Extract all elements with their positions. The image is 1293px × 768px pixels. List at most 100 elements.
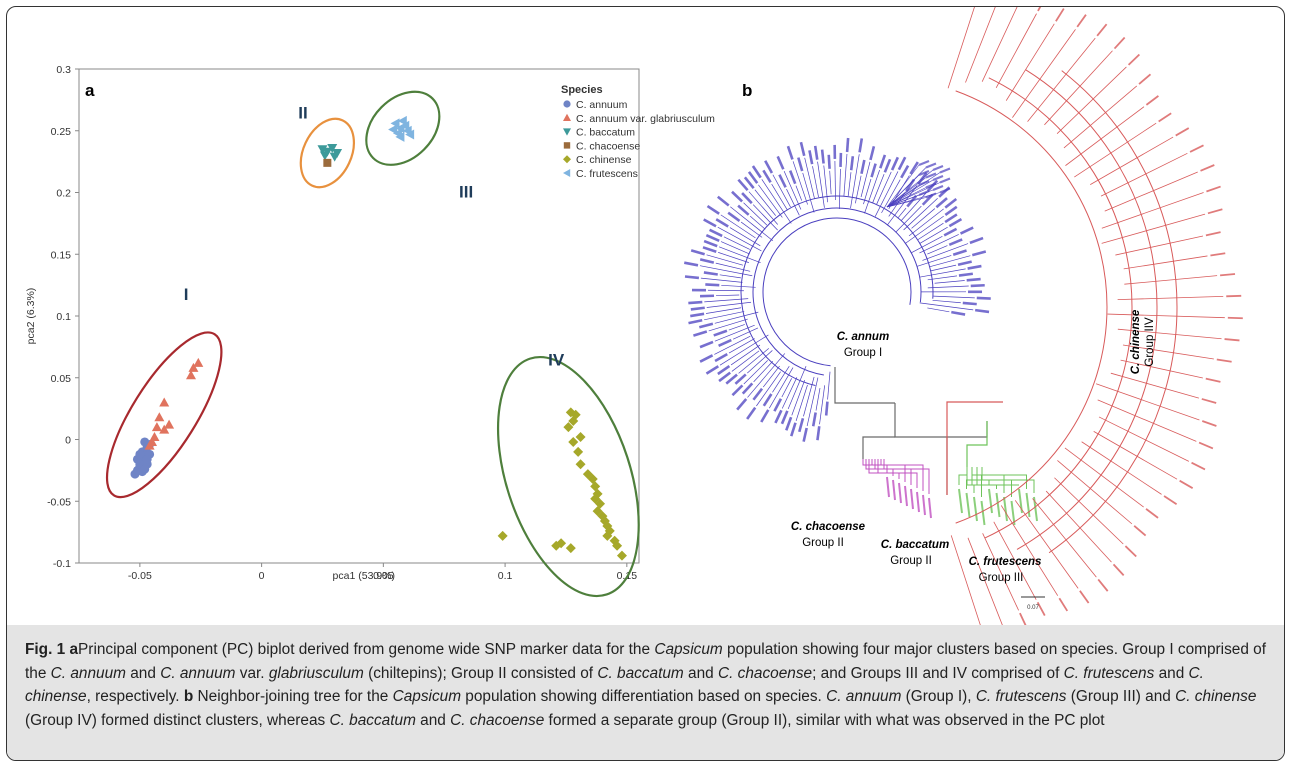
scale-bar-label: 0.07 bbox=[1027, 605, 1039, 611]
tree-branch bbox=[966, 421, 988, 467]
tree-tip-label bbox=[1179, 479, 1194, 489]
tree-branch bbox=[927, 285, 969, 289]
tree-branch bbox=[720, 241, 750, 255]
tree-tip-label bbox=[858, 138, 864, 153]
tree-branch bbox=[795, 185, 803, 201]
tree-arc bbox=[1016, 69, 1158, 550]
tree-tip-label bbox=[1207, 208, 1223, 215]
tree-tip-label bbox=[952, 249, 967, 257]
tree-tip-label bbox=[870, 163, 877, 178]
caption-a-letter: a bbox=[69, 641, 79, 658]
point-triangle-up bbox=[144, 440, 155, 450]
tree-tip-label bbox=[1206, 185, 1221, 193]
tree-branch bbox=[881, 179, 901, 214]
tree-tip-label bbox=[939, 167, 951, 174]
x-axis: -0.05 0 0.05 0.1 0.15 bbox=[128, 563, 637, 582]
tree-branch bbox=[834, 160, 836, 200]
annum-group-label: Group I bbox=[844, 347, 882, 359]
cluster-ellipse-IV bbox=[496, 355, 640, 598]
y-tick-label: 0.3 bbox=[56, 64, 71, 76]
tree-branch bbox=[723, 236, 750, 250]
tree-tip-label bbox=[1201, 420, 1217, 427]
chacoense-species-label: C. chacoense bbox=[791, 521, 866, 533]
tree-tip-label bbox=[1003, 496, 1008, 522]
caption-text: and bbox=[683, 664, 718, 682]
tree-branch bbox=[803, 376, 815, 417]
caption-text: Principal component (PC) biplot derived … bbox=[78, 641, 655, 658]
point-diamond bbox=[563, 422, 574, 433]
caption-italic: C. chinense bbox=[25, 664, 1204, 706]
tree-branch bbox=[927, 307, 950, 313]
tree-tip-label bbox=[1076, 14, 1087, 28]
tree-branch bbox=[911, 236, 943, 254]
tree-tip-label bbox=[715, 218, 729, 228]
tree-tip-label bbox=[752, 387, 764, 401]
annum-species-label: C. annum bbox=[837, 331, 889, 343]
y-axis-label: pca2 (6.3%) bbox=[25, 288, 37, 345]
tree-branch bbox=[827, 371, 831, 400]
tree-tip-label bbox=[1138, 73, 1152, 85]
tree-tip-label bbox=[705, 234, 720, 243]
tree-branch bbox=[704, 311, 745, 321]
baccatum-group-label: Group II bbox=[890, 555, 932, 567]
panel-a-letter: a bbox=[85, 81, 95, 100]
point-triangle-up bbox=[164, 419, 175, 429]
tree-branch bbox=[1122, 344, 1214, 360]
cluster-ellipse-II bbox=[299, 117, 355, 189]
tree-tip-label bbox=[693, 330, 708, 337]
tree-branch bbox=[1098, 416, 1190, 462]
tree-branch bbox=[1097, 399, 1197, 442]
legend-marker bbox=[563, 128, 571, 136]
tree-tip-label bbox=[1097, 578, 1109, 592]
tree-tip-label bbox=[897, 156, 907, 171]
tree-tip-label bbox=[743, 176, 755, 190]
tree-tip-label bbox=[808, 150, 814, 165]
caption-italic: C. chinense bbox=[1175, 688, 1257, 705]
tree-branch bbox=[1101, 192, 1204, 229]
tree-tip-label bbox=[925, 172, 937, 179]
point-triangle-up bbox=[188, 362, 199, 372]
point-diamond bbox=[602, 530, 613, 541]
tree-branch bbox=[917, 255, 952, 267]
tree-tip-label bbox=[688, 300, 703, 305]
tree-tip-label bbox=[1205, 377, 1221, 383]
tree-branch bbox=[919, 226, 948, 244]
tree-branch bbox=[1110, 372, 1199, 399]
tree-branch bbox=[930, 264, 957, 272]
tree-branch bbox=[993, 521, 1037, 600]
tree-tip-label bbox=[1037, 7, 1042, 12]
tree-branch bbox=[966, 467, 990, 485]
point-diamond bbox=[573, 446, 584, 457]
caption-b-letter: b bbox=[183, 688, 194, 705]
tree-tip-label bbox=[820, 149, 825, 164]
tree-tip-label bbox=[909, 161, 919, 175]
tree-branch bbox=[749, 215, 766, 230]
tree-arc bbox=[740, 195, 934, 387]
tree-branch bbox=[747, 353, 786, 398]
tree-tip-label bbox=[799, 141, 806, 157]
tree-tip-label bbox=[731, 190, 744, 203]
caption-text: and bbox=[1154, 664, 1189, 682]
tree-branch bbox=[847, 172, 852, 197]
caption-italic: C. frutescens bbox=[1063, 664, 1155, 682]
legend: Species C. annuum C. annuum var. glabrius… bbox=[561, 84, 715, 180]
tree-branch bbox=[761, 179, 792, 224]
point-diamond bbox=[568, 436, 579, 447]
tree-tip-label bbox=[718, 371, 732, 383]
tree-branch bbox=[806, 377, 819, 427]
tree-tip-label bbox=[725, 373, 738, 385]
panel-b-nj-tree: b C. annum Group I C. chinense Group IIV… bbox=[684, 7, 1243, 655]
point-diamond bbox=[575, 459, 586, 470]
tree-tip-label bbox=[734, 373, 747, 385]
tree-branch bbox=[728, 338, 755, 354]
tree-branch bbox=[934, 280, 965, 284]
tree-tip-label bbox=[714, 352, 728, 363]
tree-branch bbox=[1044, 50, 1113, 126]
tree-tip-label bbox=[736, 398, 748, 411]
panel-a-pca-biplot: a -0.1 -0.05 0 0.05 0.1 0.15 0.2 0.25 0.3 -0.05 0… bbox=[25, 64, 715, 598]
tree-tip-label bbox=[1055, 8, 1065, 22]
tree-branch bbox=[919, 234, 959, 254]
point-circle bbox=[140, 464, 150, 474]
tree-tip-label bbox=[705, 283, 720, 287]
tree-branch bbox=[699, 265, 753, 277]
